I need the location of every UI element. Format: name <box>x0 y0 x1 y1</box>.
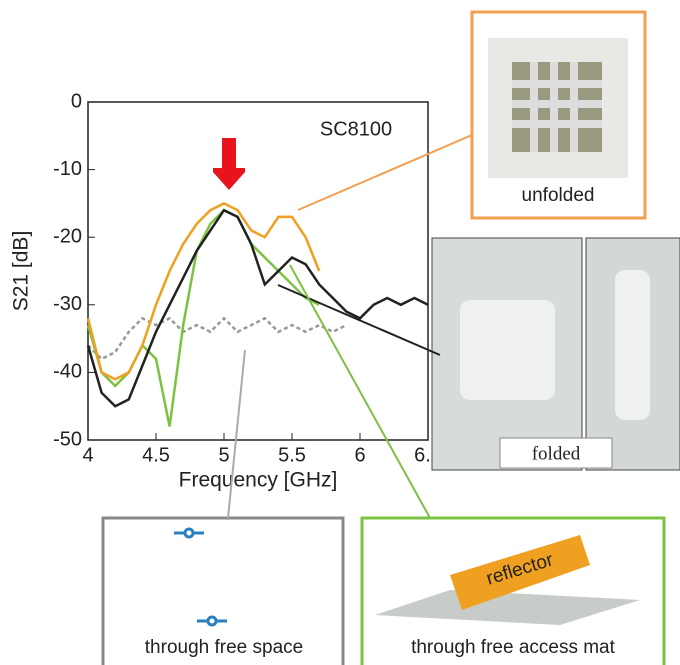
y-axis-label: S21 [dB] <box>10 231 33 312</box>
figure: reflector unfolded through free access m… <box>0 0 680 665</box>
series-line <box>88 318 346 359</box>
series-line <box>88 203 319 379</box>
peak-arrow <box>213 168 245 190</box>
x-tick-label: 5.5 <box>278 444 306 466</box>
caption: unfolded <box>522 185 595 206</box>
y-tick-label: -20 <box>53 225 82 247</box>
x-tick-label: 6 <box>354 444 365 466</box>
plot-frame <box>88 102 428 440</box>
folded-mat-2 <box>615 270 650 420</box>
caption: through free space <box>145 637 303 658</box>
x-axis-label: Frequency [GHz] <box>179 469 338 492</box>
y-tick-label: 0 <box>71 90 82 112</box>
peak-arrow-shaft <box>222 138 236 170</box>
y-tick-label: -30 <box>53 293 82 315</box>
x-tick-label: 5 <box>218 444 229 466</box>
series-line <box>88 210 428 406</box>
x-tick-label: 4.5 <box>142 444 170 466</box>
caption: through free access mat <box>411 637 616 658</box>
x-tick-label: 4 <box>82 444 93 466</box>
annotation: SC8100 <box>320 118 392 140</box>
y-tick-label: -10 <box>53 158 82 180</box>
mat-pattern <box>512 62 602 152</box>
y-tick-label: -50 <box>53 428 82 450</box>
y-tick-label: -40 <box>53 361 82 383</box>
folded-mat <box>460 300 555 400</box>
caption: folded <box>532 443 581 464</box>
